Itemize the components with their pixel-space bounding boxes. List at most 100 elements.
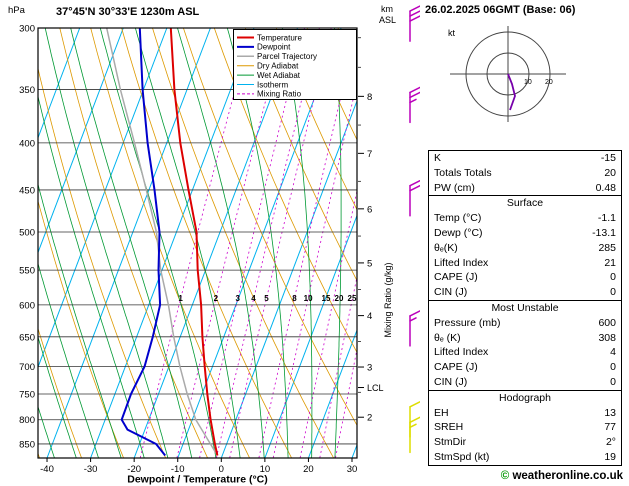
wind-barb xyxy=(409,86,420,124)
metric-value: 308 xyxy=(598,331,616,344)
table-section: Surface Temp (°C) -1.1 Dewp (°C) -13.1 θₑ(K) 2… xyxy=(429,195,621,300)
hodograph: kt 10 20 xyxy=(448,26,566,122)
table-row: Dewp (°C) -13.1 xyxy=(429,226,621,241)
pressure-tick-label: 800 xyxy=(19,415,35,426)
hodograph-ring-label: 10 xyxy=(524,79,532,86)
parcel-trajectory-curve xyxy=(105,28,219,456)
legend-label: Dewpoint xyxy=(257,43,291,52)
table-section: Most Unstable Pressure (mb) 600 θₑ (K) 308 Li… xyxy=(429,299,621,390)
right-panel: 26.02.2025 06GMT (Base: 06) kt 10 20 K -15 T… xyxy=(420,0,629,486)
copyright: © weatheronline.co.uk xyxy=(501,470,623,482)
mixing-ratio-axis-label: Mixing Ratio (g/kg) xyxy=(383,262,393,337)
table-section: Hodograph EH 13 SREH 77 StmDir 2° StmSpd (kt) 19 xyxy=(429,389,621,465)
metric-label: EH xyxy=(434,406,449,419)
hodograph-trace xyxy=(507,73,516,111)
plot-frame xyxy=(37,27,358,459)
mixing-ratio-value-label: 8 xyxy=(292,294,297,303)
table-row: StmDir 2° xyxy=(429,435,621,450)
mixing-ratio-value-label: 20 xyxy=(335,294,344,303)
wet-adiabat-line xyxy=(70,28,193,458)
table-section-title: Surface xyxy=(506,197,544,210)
wet-adiabat-line xyxy=(44,28,169,458)
lcl-label: LCL xyxy=(367,383,384,393)
hodograph-unit-label: kt xyxy=(448,28,456,38)
metric-label: θₑ(K) xyxy=(434,241,458,254)
metric-label: CIN (J) xyxy=(434,375,468,388)
indices-table: K -15 Totals Totals 20 PW (cm) 0.48 Surface Tem… xyxy=(428,150,622,466)
metric-value: 20 xyxy=(604,166,616,179)
legend-box xyxy=(233,29,357,100)
km-tick-label: 6 xyxy=(367,204,372,215)
metric-value: 77 xyxy=(604,421,616,434)
wind-barb xyxy=(409,310,420,347)
temp-tick-label: 0 xyxy=(219,464,224,475)
table-section: K -15 Totals Totals 20 PW (cm) 0.48 xyxy=(429,151,621,195)
metric-label: Lifted Index xyxy=(434,346,489,359)
metric-value: 4 xyxy=(610,346,616,359)
pressure-tick-label: 750 xyxy=(19,389,35,400)
table-row: CIN (J) 0 xyxy=(429,285,621,300)
pressure-tick-label: 600 xyxy=(19,300,35,311)
mixing-ratio-value-label: 4 xyxy=(251,294,256,303)
metric-label: StmSpd (kt) xyxy=(434,450,490,463)
table-row: CAPE (J) 0 xyxy=(429,360,621,375)
altitude-unit-label: km xyxy=(381,4,393,14)
dry-adiabat-line xyxy=(90,28,250,458)
dry-adiabat-line xyxy=(275,28,357,211)
mixing-ratio-value-label: 1 xyxy=(178,294,183,303)
table-row: Temp (°C) -1.1 xyxy=(429,211,621,226)
isotherm-line xyxy=(38,28,168,369)
temp-tick-label: -40 xyxy=(40,464,54,475)
km-tick-label: 2 xyxy=(367,413,372,424)
isotherm-line xyxy=(38,28,81,140)
pressure-tick-label: 850 xyxy=(19,439,35,450)
mixing-ratio-value-label: 3 xyxy=(235,294,240,303)
dry-adiabat-line xyxy=(59,28,208,458)
km-tick-label: 5 xyxy=(367,258,372,269)
wet-adiabat-line xyxy=(281,28,313,458)
temp-tick-label: 20 xyxy=(303,464,314,475)
metric-value: 600 xyxy=(598,316,616,329)
pressure-tick-label: 650 xyxy=(19,332,35,343)
metric-value: 13 xyxy=(604,406,616,419)
wind-barb xyxy=(409,5,420,42)
wind-barb xyxy=(409,416,420,454)
hodograph-ring-label: 20 xyxy=(545,79,553,86)
isotherm-line xyxy=(220,99,357,458)
table-row: SREH 77 xyxy=(429,420,621,435)
wet-adiabat-line xyxy=(177,28,265,458)
table-row: Lifted Index 4 xyxy=(429,345,621,360)
pressure-tick-label: 350 xyxy=(19,85,35,96)
wet-adiabat-line xyxy=(135,28,241,458)
table-row: CIN (J) 0 xyxy=(429,375,621,390)
table-row: EH 13 xyxy=(429,406,621,421)
temp-tick-label: -20 xyxy=(127,464,141,475)
wet-adiabat-line xyxy=(38,94,145,458)
metric-value: -15 xyxy=(600,152,616,164)
mixing-ratio-line xyxy=(229,28,332,458)
pressure-tick-label: 550 xyxy=(19,266,35,277)
table-row: K -15 xyxy=(429,151,621,166)
pressure-tick-label: 450 xyxy=(19,185,35,196)
table-row: Pressure (mb) 600 xyxy=(429,316,621,331)
legend-label: Dry Adiabat xyxy=(257,62,299,71)
copyright-symbol: © xyxy=(500,470,510,482)
metric-label: CIN (J) xyxy=(434,286,468,299)
dry-adiabat-line xyxy=(213,28,357,354)
metric-value: 0.48 xyxy=(595,181,616,194)
legend-label: Isotherm xyxy=(257,80,288,89)
wet-adiabat-line xyxy=(334,28,342,458)
metric-label: Dewp (°C) xyxy=(434,226,483,239)
table-row: PW (cm) 0.48 xyxy=(429,181,621,196)
mixing-ratio-value-label: 2 xyxy=(214,294,219,303)
wind-barbs xyxy=(409,5,420,454)
dry-adiabat-line xyxy=(152,28,334,458)
km-tick-label: 7 xyxy=(367,149,372,160)
metric-label: Temp (°C) xyxy=(434,212,482,225)
wet-adiabat-line xyxy=(0,28,11,458)
x-axis-label: Dewpoint / Temperature (°C) xyxy=(127,474,268,486)
dry-adiabat-line xyxy=(121,28,292,458)
temp-tick-label: 10 xyxy=(260,464,271,475)
